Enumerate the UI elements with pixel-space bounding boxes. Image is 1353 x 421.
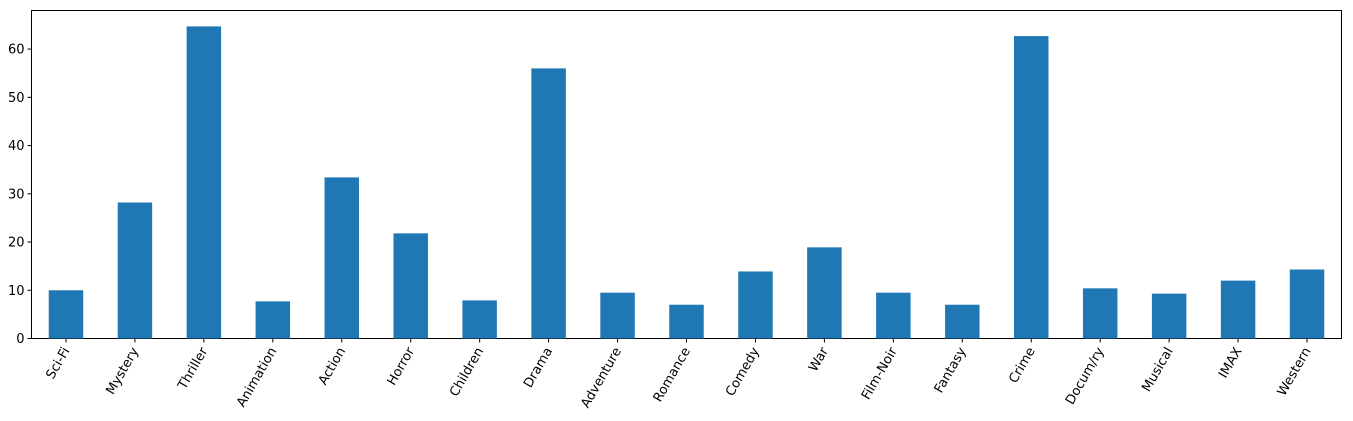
y-tick-label: 60 (8, 43, 25, 58)
y-tick-label: 50 (8, 91, 25, 106)
x-tick-label: Fantasy (932, 345, 970, 396)
bar (1289, 269, 1325, 339)
axes-frame (31, 10, 1342, 339)
bar (1014, 36, 1049, 339)
bar (600, 292, 635, 339)
x-tick-label: Animation (234, 345, 280, 410)
y-tick-label: 40 (8, 139, 25, 154)
x-tick-label: Adventure (578, 345, 625, 411)
bar (324, 177, 359, 339)
x-tick-label: Film-Noir (859, 344, 901, 402)
bar (669, 304, 704, 339)
bar (48, 290, 84, 339)
y-tick-label: 10 (8, 284, 25, 299)
x-tick-label: Comedy (723, 345, 763, 399)
bar (945, 304, 980, 339)
bar (1220, 280, 1256, 339)
y-tick-label: 0 (16, 332, 24, 347)
bar (462, 300, 497, 339)
y-tick-label: 20 (8, 236, 25, 251)
x-tick-label: Thriller (175, 344, 212, 393)
bar (1082, 288, 1118, 339)
x-tick-label: War (806, 344, 832, 374)
bar (393, 233, 428, 339)
x-tick-label: Action (316, 345, 349, 388)
bar (117, 202, 153, 339)
x-tick-label: Crime (1006, 345, 1038, 386)
x-tick-label: Children (447, 345, 487, 399)
x-tick-label: Docum/ry (1063, 345, 1108, 408)
bar (807, 247, 842, 339)
bar (531, 68, 566, 339)
y-tick-label: 30 (8, 187, 25, 202)
x-tick-label: Sci-Fi (44, 345, 74, 382)
bar (1151, 293, 1187, 339)
x-tick-label: Horror (385, 344, 419, 388)
x-tick-label: Mystery (103, 345, 142, 398)
x-tick-label: IMAX (1216, 345, 1245, 381)
x-tick-label: Drama (521, 345, 556, 391)
bar (876, 292, 911, 339)
bar (738, 271, 773, 339)
x-tick-label: Western (1275, 345, 1315, 399)
bar (255, 301, 291, 339)
bar (186, 26, 222, 339)
x-tick-label: Musical (1139, 345, 1176, 395)
x-tick-label: Romance (651, 345, 694, 405)
